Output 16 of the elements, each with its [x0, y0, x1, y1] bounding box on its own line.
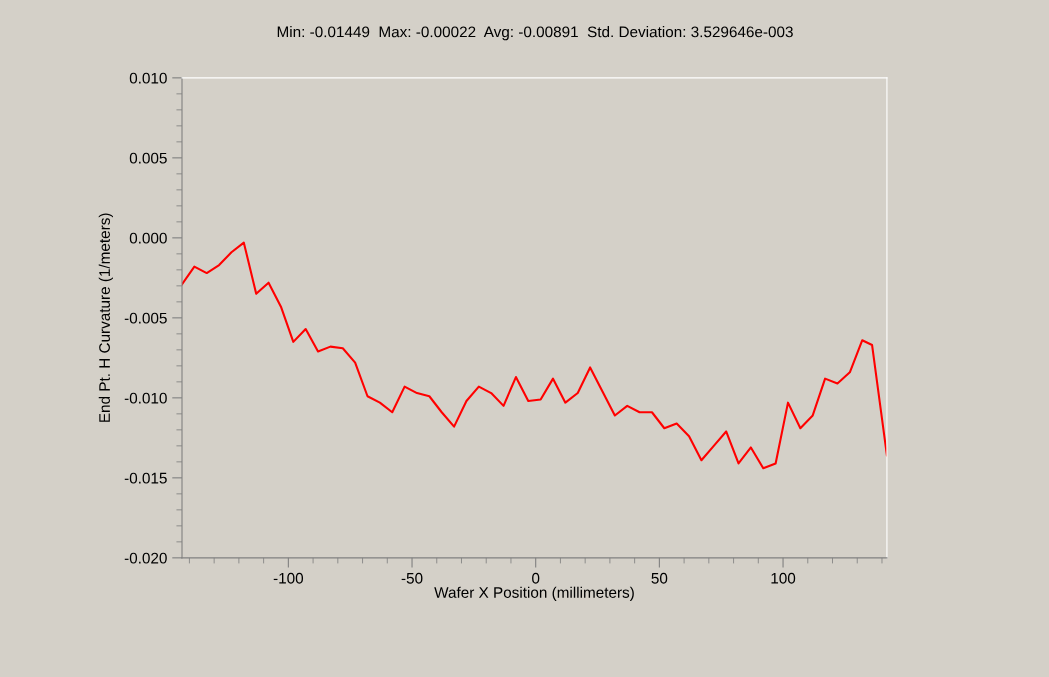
- chart-title: Min: -0.01449 Max: -0.00022 Avg: -0.00891 Std. Deviation: 3.529646e-003: [277, 26, 793, 41]
- x-tick-label: 0: [532, 572, 540, 584]
- y-tick-label: 0.010: [129, 72, 167, 84]
- y-tick-label: 0.005: [129, 152, 167, 164]
- y-tick-label: 0.000: [129, 232, 167, 244]
- y-tick-label: -0.005: [124, 312, 167, 324]
- y-tick-label: -0.015: [124, 472, 167, 484]
- x-axis-title: Wafer X Position (millimeters): [434, 586, 634, 601]
- line-series: [182, 241, 887, 470]
- y-tick-label: -0.020: [124, 552, 167, 564]
- x-tick-label: 100: [771, 572, 796, 584]
- y-tick-label: -0.010: [124, 392, 167, 404]
- x-tick-label: 50: [651, 572, 668, 584]
- y-axis-title: End Pt. H Curvature (1/meters): [98, 213, 113, 422]
- x-tick-label: -100: [273, 572, 304, 584]
- x-tick-label: -50: [401, 572, 423, 584]
